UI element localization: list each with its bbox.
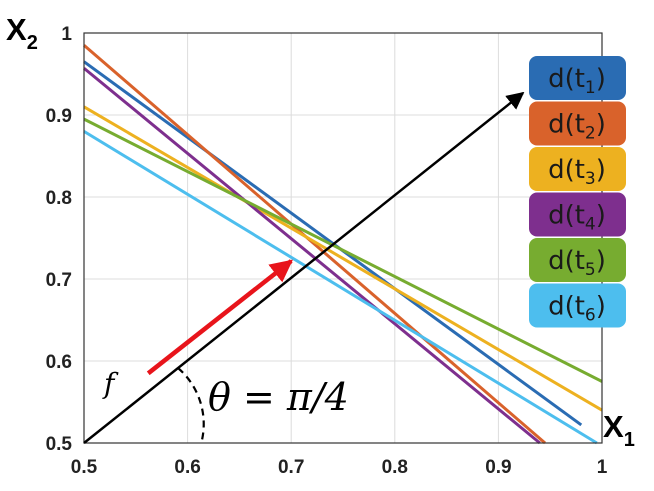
- legend-item-5: d(t5): [529, 238, 626, 282]
- series-line-4: [83, 67, 541, 445]
- x-tick-label-1: 0.6: [174, 457, 200, 478]
- y-tick-label-4: 0.9: [46, 106, 72, 127]
- series-line-6: [83, 130, 598, 445]
- y-tick-label-5: 1: [61, 24, 72, 45]
- x-tick-label-3: 0.8: [382, 457, 408, 478]
- legend: d(t1) d(t2) d(t3) d(t4) d(t5) d(t6): [529, 56, 626, 328]
- x-axis-title: X1: [603, 409, 635, 451]
- legend-item-2: d(t2): [529, 101, 626, 146]
- series-line-5: [83, 117, 603, 383]
- tick-labels: 0.5 0.6 0.7 0.8 0.9 1 0.5 0.6 0.7 0.8 0.9 1: [46, 24, 608, 478]
- line-label-f: f: [102, 367, 119, 400]
- legend-label-3: d(t3): [548, 155, 606, 189]
- direction-arrow: [83, 91, 525, 444]
- y-tick-label-3: 0.8: [46, 188, 72, 209]
- y-tick-label-2: 0.7: [46, 270, 72, 291]
- series-line-3: [83, 105, 603, 412]
- legend-item-3: d(t3): [529, 147, 626, 191]
- x-tick-label-5: 1: [597, 457, 608, 478]
- axis-titles: X2 X1: [6, 12, 635, 451]
- red-arrow: [146, 259, 293, 376]
- legend-item-4: d(t4): [529, 192, 626, 237]
- series-line-2: [83, 44, 546, 445]
- legend-swatch-3: [529, 147, 626, 191]
- x-tick-label-2: 0.7: [278, 457, 304, 478]
- legend-item-6: d(t6): [529, 283, 626, 328]
- legend-label-5: d(t5): [548, 246, 606, 280]
- x-tick-label-0: 0.5: [71, 457, 98, 478]
- angle-label: θ = π/4: [208, 375, 349, 419]
- legend-swatch-1: [529, 56, 626, 100]
- legend-label-6: d(t6): [548, 292, 606, 326]
- annotations: f θ = π/4: [83, 91, 525, 444]
- y-tick-label-1: 0.6: [46, 352, 72, 373]
- legend-item-1: d(t1): [529, 56, 626, 100]
- legend-swatch-4: [529, 192, 626, 237]
- angle-arc: [177, 367, 205, 441]
- legend-swatch-2: [529, 101, 626, 146]
- legend-label-4: d(t4): [548, 201, 606, 235]
- y-tick-label-0: 0.5: [46, 434, 73, 455]
- legend-swatch-6: [529, 283, 626, 328]
- y-axis-title: X2: [6, 12, 38, 54]
- x-tick-label-4: 0.9: [485, 457, 511, 478]
- legend-label-2: d(t2): [548, 110, 606, 144]
- legend-label-1: d(t1): [548, 64, 606, 98]
- legend-swatch-5: [529, 238, 626, 282]
